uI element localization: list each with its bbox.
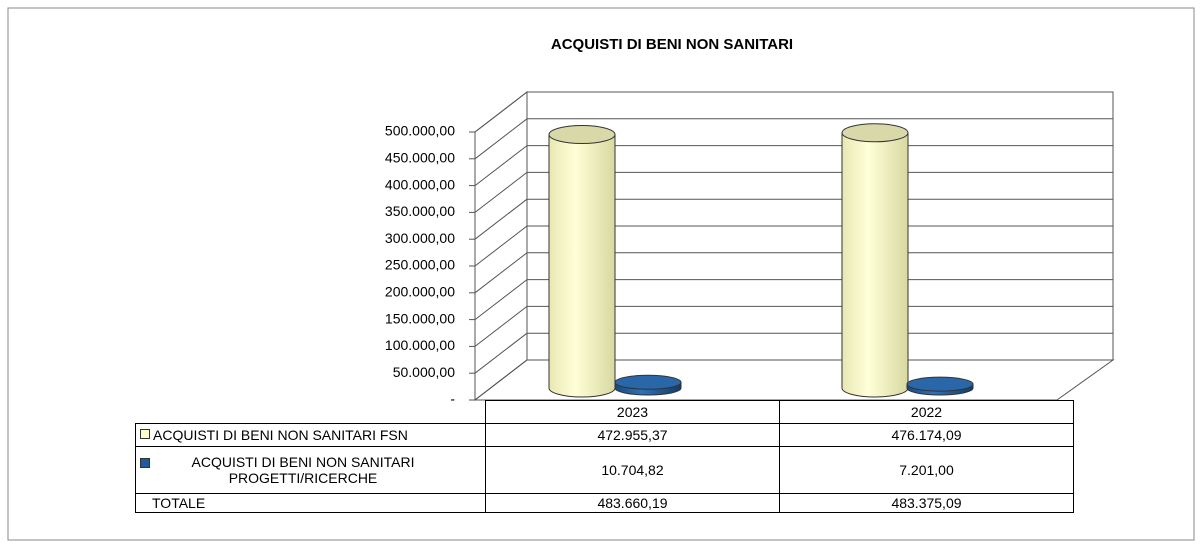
value-cell: 7.201,00 — [779, 446, 1074, 494]
legend-swatch — [140, 458, 150, 468]
y-tick-label: 250.000,00 — [385, 257, 455, 273]
value-cell: 472.955,37 — [485, 423, 780, 447]
legend-text: ACQUISTI DI BENI NON SANITARI PROGETTI/R… — [191, 454, 415, 486]
chart-title: ACQUISTI DI BENI NON SANITARI — [551, 36, 793, 53]
grid-line — [474, 91, 528, 133]
cylinder-body — [548, 133, 616, 398]
y-tick-label: 350.000,00 — [385, 203, 455, 219]
category-label: 2023 — [485, 400, 780, 424]
cylinder-top — [548, 124, 616, 144]
y-tick-label: 50.000,00 — [393, 364, 455, 380]
cylinder-top — [614, 374, 682, 390]
grid-line — [474, 225, 528, 267]
grid-line — [474, 252, 528, 294]
y-tick-label: 500.000,00 — [385, 123, 455, 139]
y-tick-label: 200.000,00 — [385, 284, 455, 300]
grid-line — [474, 198, 528, 240]
grid-line — [474, 306, 528, 347]
grid-line — [474, 145, 528, 186]
legend-entry: ACQUISTI DI BENI NON SANITARI FSN — [135, 423, 486, 447]
total-label: TOTALE — [135, 493, 486, 513]
y-tick-label: 150.000,00 — [385, 310, 455, 326]
grid-line — [474, 279, 528, 320]
y-tick-label: 400.000,00 — [385, 176, 455, 192]
value-cell: 476.174,09 — [779, 423, 1074, 447]
grid-line — [474, 332, 528, 374]
total-cell: 483.660,19 — [485, 493, 780, 513]
grid-line — [474, 118, 528, 160]
y-tick-label: 100.000,00 — [385, 337, 455, 353]
grid-line — [474, 172, 528, 213]
cylinder-top — [906, 376, 974, 392]
cylinder-top — [841, 123, 909, 143]
value-cell: 10.704,82 — [485, 446, 780, 494]
legend-entry: ACQUISTI DI BENI NON SANITARI PROGETTI/R… — [135, 446, 486, 494]
corner — [135, 400, 486, 424]
legend-text: ACQUISTI DI BENI NON SANITARI FSN — [153, 427, 408, 443]
total-cell: 483.375,09 — [779, 493, 1074, 513]
grid-line — [474, 359, 528, 401]
y-tick-label: - — [450, 391, 455, 407]
y-tick-label: 450.000,00 — [385, 150, 455, 166]
legend-swatch — [140, 429, 150, 439]
y-tick-label: 300.000,00 — [385, 230, 455, 246]
cylinder-body — [841, 132, 909, 398]
data-table: 2023 2022 ACQUISTI DI BENI NON SANITARI … — [135, 400, 1074, 513]
category-label: 2022 — [779, 400, 1074, 424]
